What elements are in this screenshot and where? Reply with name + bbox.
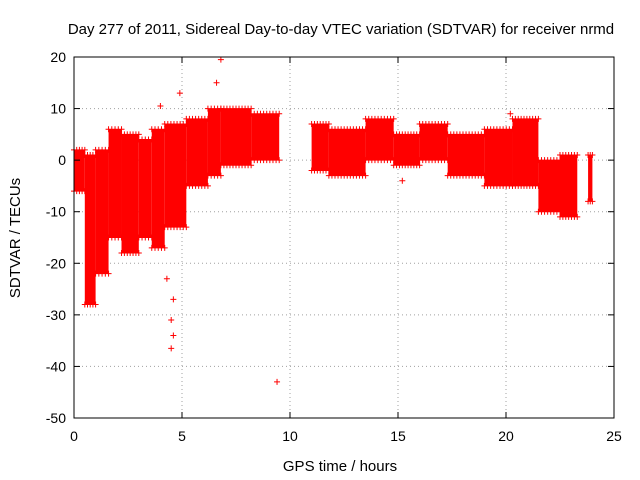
band-edge-markers <box>248 110 283 164</box>
data-point <box>217 56 224 63</box>
grid <box>74 57 614 418</box>
data-band <box>108 129 122 238</box>
x-tick-label: 0 <box>70 428 78 444</box>
plot-frame <box>73 56 615 419</box>
axis-ticks: 0 5 10 15 20 25 -50 -40 -30 -20 -10 0 10 20 <box>46 49 622 444</box>
data-band <box>151 129 165 248</box>
data-band <box>393 134 420 166</box>
x-tick-label: 5 <box>178 428 186 444</box>
x-tick-label: 15 <box>390 428 406 444</box>
data-band <box>220 108 252 166</box>
x-axis-label: GPS time / hours <box>283 458 397 475</box>
data-band <box>512 118 539 186</box>
data-band <box>84 154 96 305</box>
y-tick-label: 20 <box>50 49 66 65</box>
data-band <box>95 149 109 274</box>
data-band <box>538 160 560 212</box>
data-band <box>588 154 593 202</box>
data-point <box>168 345 175 352</box>
data-band <box>251 113 280 161</box>
band-edge-markers <box>557 151 581 220</box>
data-point <box>157 102 164 109</box>
data-band <box>121 134 139 253</box>
y-tick-label: 0 <box>58 152 66 168</box>
band-edge-markers <box>118 131 142 256</box>
y-tick-label: -50 <box>46 410 66 426</box>
data-point <box>213 79 220 86</box>
band-edge-markers <box>325 126 369 179</box>
data-band <box>365 118 394 161</box>
data-series <box>71 56 596 385</box>
x-tick-label: 10 <box>282 428 298 444</box>
data-band <box>186 118 208 186</box>
band-edge-markers <box>217 105 255 169</box>
y-tick-label: -10 <box>46 204 66 220</box>
band-edge-markers <box>444 131 488 179</box>
data-point <box>176 90 183 97</box>
data-band <box>311 124 329 171</box>
data-band <box>419 124 448 161</box>
data-point <box>274 378 281 385</box>
data-band <box>560 154 578 217</box>
y-tick-label: 10 <box>50 101 66 117</box>
band-edge-markers <box>308 121 332 174</box>
data-point <box>168 317 175 324</box>
band-edge-markers <box>509 115 542 189</box>
data-band <box>164 124 187 228</box>
y-tick-label: -30 <box>46 307 66 323</box>
band-edge-markers <box>585 151 596 205</box>
data-point <box>507 110 514 117</box>
data-band <box>447 134 485 176</box>
band-edge-markers <box>481 126 516 189</box>
data-band <box>328 129 366 176</box>
x-tick-label: 25 <box>606 428 622 444</box>
chart-title: Day 277 of 2011, Sidereal Day-to-day VTE… <box>68 21 614 38</box>
data-band <box>484 129 513 186</box>
data-band <box>138 139 152 238</box>
band-edge-markers <box>416 121 451 164</box>
y-tick-label: -40 <box>46 358 66 374</box>
data-band <box>207 108 221 176</box>
band-edge-markers <box>362 115 397 164</box>
band-edge-markers <box>105 126 125 241</box>
x-tick-label: 20 <box>498 428 514 444</box>
band-edge-markers <box>390 131 423 169</box>
y-axis-label: SDTVAR / TECUs <box>7 178 24 298</box>
data-point <box>163 275 170 282</box>
y-tick-label: -20 <box>46 255 66 271</box>
data-band <box>74 149 85 192</box>
data-point <box>399 177 406 184</box>
data-point <box>170 296 177 303</box>
data-point <box>170 332 177 339</box>
